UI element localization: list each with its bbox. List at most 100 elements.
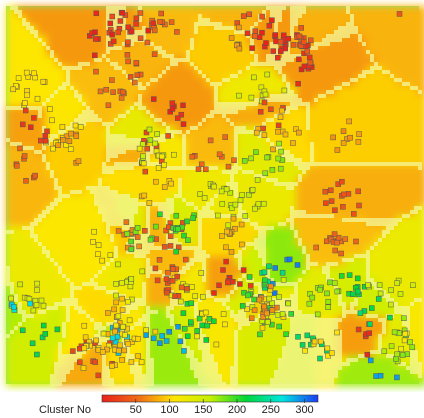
cluster-point	[317, 286, 323, 293]
cluster-point	[123, 219, 130, 225]
cluster-point	[322, 188, 329, 195]
cluster-point	[264, 310, 270, 317]
cluster-point	[345, 191, 352, 197]
cluster-point	[195, 166, 202, 172]
cluster-point	[257, 109, 264, 115]
cluster-point	[136, 243, 142, 250]
cluster-point	[109, 77, 115, 83]
cluster-point	[172, 293, 178, 299]
cluster-point	[285, 35, 292, 42]
cluster-point	[146, 126, 153, 133]
cluster-point	[194, 333, 200, 340]
cluster-point	[342, 236, 349, 242]
cluster-point	[290, 42, 297, 48]
cluster-point	[30, 307, 37, 314]
cluster-point	[394, 374, 400, 381]
cluster-point	[11, 304, 17, 310]
cluster-point	[246, 192, 252, 198]
cluster-point	[203, 166, 209, 173]
cluster-point	[232, 225, 238, 232]
cluster-point	[196, 315, 203, 322]
cluster-point	[141, 192, 148, 199]
cluster-point	[140, 153, 146, 160]
cluster-point	[324, 345, 331, 352]
cluster-point	[388, 343, 395, 349]
cluster-point	[296, 129, 302, 136]
cluster-point	[120, 89, 126, 95]
cluster-point	[124, 52, 131, 58]
cluster-point	[298, 66, 305, 73]
cluster-point	[180, 102, 186, 109]
cluster-point	[355, 188, 361, 195]
cluster-point	[34, 280, 40, 287]
cluster-point	[184, 286, 190, 292]
cluster-point	[181, 348, 187, 354]
cluster-point	[70, 348, 76, 354]
cluster-point	[388, 287, 394, 293]
cluster-point	[268, 283, 274, 290]
cluster-point	[134, 225, 141, 231]
cluster-point	[203, 337, 210, 343]
cluster-point	[207, 137, 214, 144]
cluster-point	[31, 115, 37, 121]
cluster-point	[375, 296, 382, 302]
cluster-point	[156, 257, 163, 263]
cluster-point	[220, 267, 226, 273]
cluster-point	[223, 244, 229, 251]
cluster-point	[249, 187, 256, 193]
cluster-point	[168, 19, 175, 25]
cluster-point	[241, 158, 248, 164]
cluster-point	[264, 71, 271, 78]
cluster-point	[225, 279, 231, 286]
cluster-point	[279, 107, 285, 114]
cluster-point	[142, 228, 148, 234]
cluster-point	[340, 140, 347, 146]
cluster-point	[275, 155, 282, 162]
cluster-point	[317, 355, 323, 362]
cluster-point	[394, 351, 400, 358]
cluster-point	[8, 295, 14, 302]
cluster-point	[252, 205, 258, 212]
cluster-point	[153, 223, 159, 230]
cluster-point	[266, 263, 272, 270]
cluster-point	[357, 310, 364, 316]
cluster-point	[119, 307, 126, 313]
cluster-point	[151, 51, 158, 57]
cluster-point	[401, 337, 408, 344]
cluster-point	[38, 297, 45, 304]
cluster-point	[245, 292, 251, 299]
cluster-point	[49, 117, 55, 124]
cluster-point	[67, 146, 74, 152]
cluster-point	[301, 63, 308, 70]
cluster-point	[23, 69, 30, 76]
cluster-point	[174, 29, 180, 35]
cluster-point	[260, 200, 267, 207]
cluster-point	[350, 291, 356, 297]
cluster-point	[128, 359, 135, 365]
cluster-point	[95, 251, 101, 257]
cluster-point	[127, 74, 134, 80]
cluster-point	[117, 18, 124, 24]
cluster-point	[180, 310, 187, 316]
cluster-point	[278, 148, 284, 155]
cluster-point	[159, 333, 165, 339]
cluster-point	[173, 212, 180, 219]
cluster-point	[178, 111, 185, 118]
cluster-point	[280, 32, 287, 39]
cluster-point	[288, 311, 294, 317]
cluster-point	[225, 163, 232, 170]
cluster-point	[237, 197, 244, 204]
cluster-point	[181, 232, 187, 239]
cluster-point	[262, 170, 269, 177]
cluster-point	[140, 160, 147, 167]
cluster-point	[388, 301, 394, 308]
cluster-point	[119, 295, 125, 302]
cluster-point	[332, 207, 338, 213]
cluster-point	[150, 335, 157, 342]
cluster-point	[22, 100, 28, 106]
cluster-point	[256, 34, 263, 40]
cluster-point	[402, 330, 409, 337]
cluster-point	[296, 33, 303, 40]
cluster-point	[194, 328, 200, 334]
cluster-point	[246, 274, 253, 280]
